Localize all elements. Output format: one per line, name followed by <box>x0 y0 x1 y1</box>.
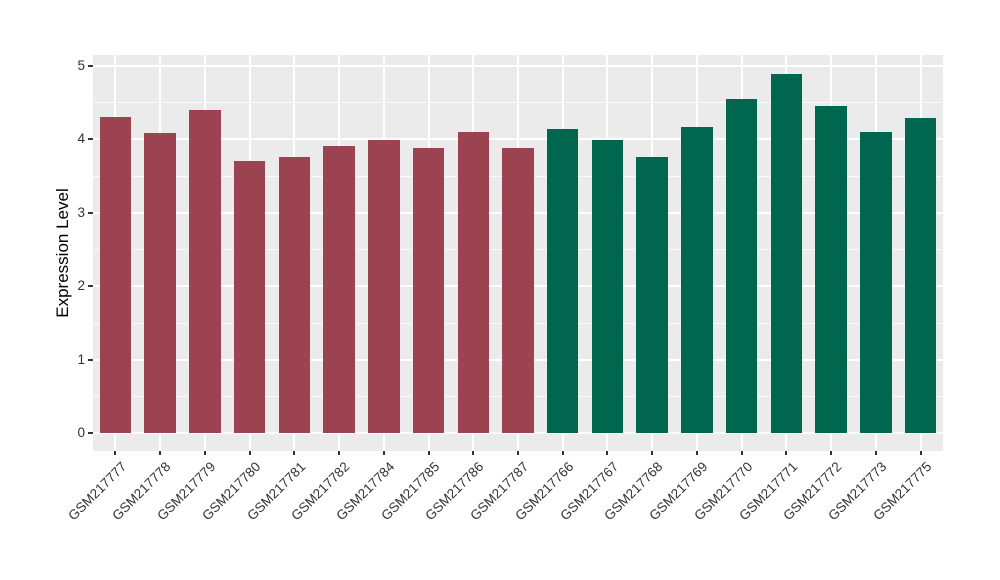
bar-GSM217784 <box>368 140 400 433</box>
bar-GSM217775 <box>904 117 937 433</box>
y-axis-tick <box>88 358 93 361</box>
x-axis-tick <box>517 451 519 455</box>
bar-GSM217767 <box>591 139 624 433</box>
x-axis-tick <box>203 451 206 455</box>
x-axis-tick <box>785 451 788 455</box>
x-axis-tick <box>248 451 251 455</box>
x-axis-tick <box>114 451 117 455</box>
bar-GSM217769 <box>681 127 713 433</box>
y-axis-tick-label: 1 <box>77 351 85 367</box>
x-axis-tick <box>830 451 833 455</box>
x-axis-tick <box>338 451 341 455</box>
bar-GSM217782 <box>323 146 355 433</box>
x-axis-tick <box>561 451 564 455</box>
x-axis-tick <box>293 451 296 455</box>
bar-GSM217766 <box>546 128 579 433</box>
y-axis-tick-label: 0 <box>77 425 85 440</box>
y-axis-tick <box>88 64 93 67</box>
x-axis-tick <box>651 451 654 455</box>
bar-GSM217778 <box>144 133 176 433</box>
bar-GSM217785 <box>412 147 445 433</box>
bar-GSM217787 <box>502 147 534 433</box>
x-axis-tick <box>695 451 698 455</box>
bar-GSM217779 <box>189 110 221 433</box>
x-axis-tick <box>382 451 385 455</box>
bar-GSM217771 <box>770 74 803 433</box>
x-axis-tick <box>606 451 609 455</box>
y-axis-tick-label: 5 <box>77 57 85 73</box>
y-axis-tick <box>88 138 93 140</box>
y-axis-tick <box>88 211 93 214</box>
bar-GSM217780 <box>233 161 266 433</box>
y-axis-tick-label: 3 <box>77 204 85 220</box>
bar-GSM217772 <box>815 105 847 433</box>
bar-GSM217781 <box>278 157 311 433</box>
bar-GSM217770 <box>725 99 758 433</box>
y-axis-tick-label: 2 <box>77 278 85 293</box>
x-axis-tick <box>159 451 162 455</box>
bar-GSM217777 <box>99 116 132 433</box>
x-axis-tick <box>919 451 922 455</box>
y-axis-tick <box>88 285 93 287</box>
x-axis-tick <box>472 451 475 455</box>
plot-panel <box>93 55 943 451</box>
x-axis-tick <box>740 451 743 455</box>
x-axis-tick <box>427 451 430 455</box>
x-axis-tick <box>874 451 877 455</box>
y-axis-tick <box>88 432 93 434</box>
bar-GSM217773 <box>860 131 892 433</box>
bar-GSM217786 <box>457 131 489 433</box>
y-axis-tick-label: 4 <box>77 131 85 146</box>
bar-GSM217768 <box>636 156 668 433</box>
